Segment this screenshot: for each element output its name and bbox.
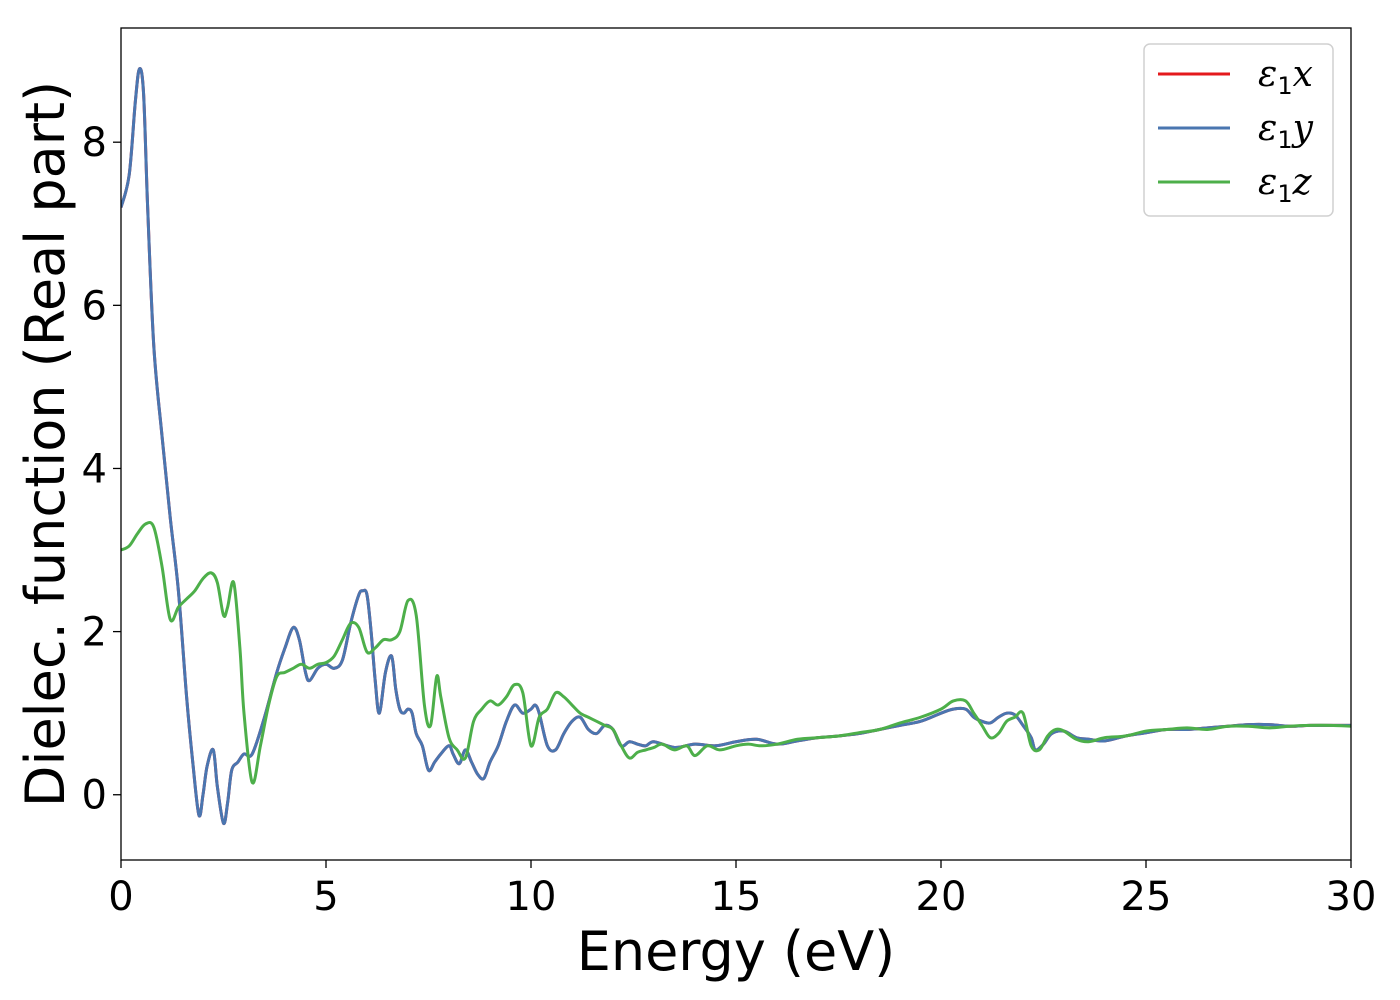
x-axis-label: Energy (eV)	[577, 920, 896, 983]
y-tick-label: 2	[82, 610, 107, 656]
legend-label-x: ε1x	[1258, 54, 1313, 100]
legend-label-z: ε1z	[1258, 162, 1313, 208]
legend-subscript: 1	[1277, 180, 1292, 208]
legend-symbol: ε	[1258, 54, 1277, 95]
x-tick-label: 20	[916, 874, 967, 920]
y-tick-label: 4	[82, 446, 107, 492]
legend-box	[1143, 43, 1334, 217]
x-axis: 0 5 10 15 20 25 30	[108, 860, 1376, 920]
y-axis-label: Dielec. function (Real part)	[14, 81, 77, 807]
legend-variable: y	[1291, 108, 1314, 149]
series-line-z	[121, 521, 1351, 785]
x-tick-label: 25	[1121, 874, 1172, 920]
series-line-y	[121, 66, 1351, 826]
x-tick-label: 10	[506, 874, 557, 920]
legend-symbol: ε	[1258, 108, 1277, 149]
legend-symbol: ε	[1258, 162, 1277, 203]
legend-variable: z	[1292, 162, 1313, 203]
legend-subscript: 1	[1277, 72, 1292, 100]
series-layer	[121, 66, 1351, 826]
y-tick-label: 0	[82, 773, 107, 819]
x-tick-label: 15	[711, 874, 762, 920]
y-axis: 0 2 4 6 8	[82, 120, 121, 819]
x-tick-label: 30	[1326, 874, 1377, 920]
legend-variable: x	[1293, 54, 1313, 95]
legend-subscript: 1	[1277, 126, 1292, 154]
y-tick-label: 6	[82, 283, 107, 329]
x-tick-label: 5	[313, 874, 338, 920]
legend-label-y: ε1y	[1258, 108, 1314, 154]
y-tick-label: 8	[82, 120, 107, 166]
x-tick-label: 0	[108, 874, 133, 920]
